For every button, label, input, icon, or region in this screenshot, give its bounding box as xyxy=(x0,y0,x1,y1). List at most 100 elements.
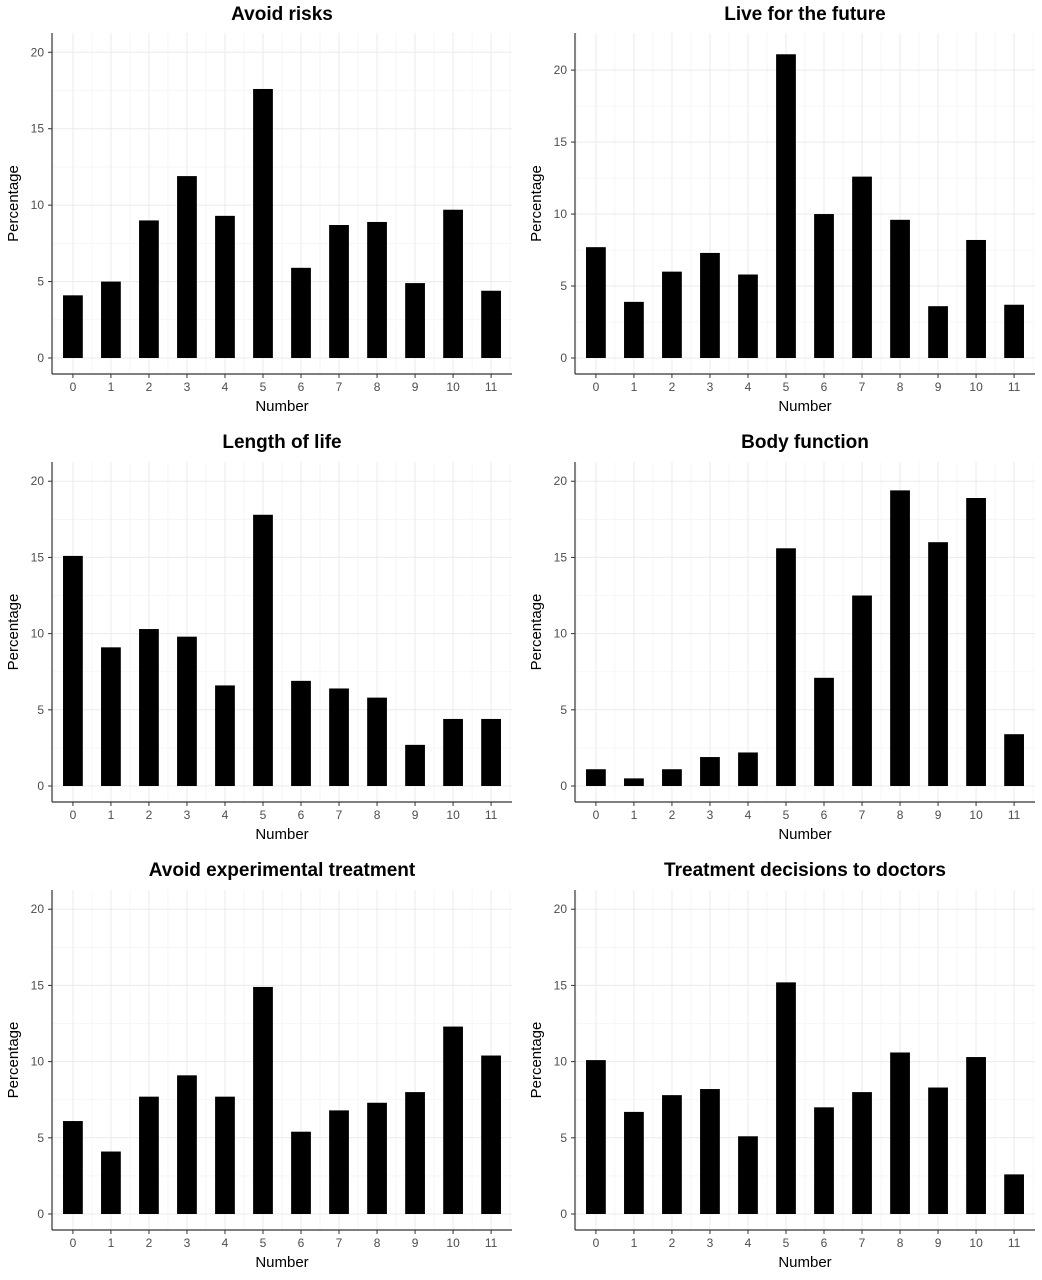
x-tick-label: 6 xyxy=(298,1236,305,1250)
bar-3 xyxy=(700,1089,720,1214)
bar-9 xyxy=(405,283,425,358)
bar-8 xyxy=(367,221,387,358)
bar-0 xyxy=(586,1060,606,1214)
x-tick-label: 2 xyxy=(146,380,153,394)
x-tick-label: 4 xyxy=(222,380,229,394)
x-tick-label: 11 xyxy=(485,808,498,822)
x-tick-label: 1 xyxy=(108,1236,115,1250)
bar-6 xyxy=(291,680,311,786)
bar-4 xyxy=(215,685,235,786)
x-axis-label: Number xyxy=(255,398,308,415)
chart-title: Live for the future xyxy=(724,4,886,25)
bar-2 xyxy=(139,220,159,358)
bar-11 xyxy=(1004,304,1024,358)
y-tick-label: 10 xyxy=(31,627,45,641)
x-tick-label: 2 xyxy=(146,808,153,822)
bar-1 xyxy=(101,647,121,786)
x-axis-label: Number xyxy=(255,1254,308,1271)
bar-3 xyxy=(700,252,720,358)
x-tick-label: 1 xyxy=(631,1236,638,1250)
y-tick-label: 5 xyxy=(37,275,44,289)
x-tick-label: 9 xyxy=(935,1236,942,1250)
x-tick-label: 5 xyxy=(783,808,790,822)
bar-11 xyxy=(481,290,501,358)
bar-0 xyxy=(63,555,83,786)
bar-10 xyxy=(443,209,463,358)
bar-3 xyxy=(177,1075,197,1214)
bar-2 xyxy=(139,629,159,786)
x-tick-label: 11 xyxy=(1008,380,1021,394)
x-tick-label: 11 xyxy=(1008,1236,1021,1250)
x-tick-label: 3 xyxy=(184,1236,191,1250)
x-tick-label: 1 xyxy=(631,808,638,822)
bar-10 xyxy=(443,718,463,786)
y-tick-label: 10 xyxy=(31,198,45,212)
y-tick-label: 20 xyxy=(31,45,45,59)
y-axis-label: Percentage xyxy=(5,594,22,671)
x-tick-label: 4 xyxy=(222,1236,229,1250)
x-tick-label: 3 xyxy=(707,380,714,394)
bar-1 xyxy=(624,778,644,786)
x-tick-label: 8 xyxy=(374,808,381,822)
x-tick-label: 7 xyxy=(336,380,343,394)
y-tick-label: 0 xyxy=(37,779,44,793)
x-tick-label: 2 xyxy=(669,808,676,822)
y-tick-label: 10 xyxy=(31,1055,45,1069)
x-tick-label: 8 xyxy=(374,380,381,394)
bar-9 xyxy=(928,542,948,786)
bar-9 xyxy=(405,744,425,786)
y-tick-label: 0 xyxy=(37,1207,44,1221)
x-axis-label: Number xyxy=(778,826,831,843)
y-tick-label: 20 xyxy=(554,63,568,77)
x-tick-label: 7 xyxy=(336,1236,343,1250)
bar-6 xyxy=(291,267,311,358)
bar-11 xyxy=(481,718,501,786)
y-axis-label: Percentage xyxy=(528,165,545,242)
x-tick-label: 8 xyxy=(897,380,904,394)
y-tick-label: 20 xyxy=(31,474,45,488)
y-tick-label: 15 xyxy=(31,978,45,992)
x-tick-label: 11 xyxy=(485,380,498,394)
x-tick-label: 4 xyxy=(745,808,752,822)
y-axis-label: Percentage xyxy=(528,594,545,671)
x-tick-label: 3 xyxy=(184,808,191,822)
bar-11 xyxy=(1004,734,1024,786)
x-tick-label: 8 xyxy=(374,1236,381,1250)
y-axis-label: Percentage xyxy=(528,1022,545,1099)
x-tick-label: 0 xyxy=(593,808,600,822)
bar-2 xyxy=(662,769,682,786)
bar-5 xyxy=(776,54,796,358)
x-tick-label: 9 xyxy=(412,380,419,394)
y-tick-label: 10 xyxy=(554,207,568,221)
bar-4 xyxy=(738,752,758,786)
x-axis-label: Number xyxy=(778,1254,831,1271)
x-tick-label: 6 xyxy=(821,380,828,394)
x-tick-label: 10 xyxy=(446,380,460,394)
bar-2 xyxy=(662,1095,682,1214)
x-tick-label: 10 xyxy=(446,808,460,822)
bar-10 xyxy=(443,1026,463,1214)
bar-7 xyxy=(329,225,349,358)
bar-9 xyxy=(928,306,948,358)
bar-1 xyxy=(624,301,644,358)
bar-5 xyxy=(253,88,273,358)
bar-7 xyxy=(329,1110,349,1214)
x-axis-label: Number xyxy=(778,398,831,415)
bar-8 xyxy=(890,490,910,786)
y-tick-label: 5 xyxy=(37,703,44,717)
x-tick-label: 0 xyxy=(593,1236,600,1250)
bar-9 xyxy=(928,1087,948,1214)
y-tick-label: 15 xyxy=(31,122,45,136)
x-tick-label: 6 xyxy=(298,380,305,394)
chart-panel-5: 0 5 10 15 20 0 1 2 3 4 5 6 7 8 9 10 11 Treatment decision… xyxy=(528,860,1035,1271)
chart-title: Body function xyxy=(741,432,869,453)
x-tick-label: 2 xyxy=(669,380,676,394)
y-tick-label: 10 xyxy=(554,1055,568,1069)
x-tick-label: 1 xyxy=(108,808,115,822)
y-tick-label: 5 xyxy=(560,703,567,717)
y-tick-label: 0 xyxy=(560,1207,567,1221)
bar-10 xyxy=(966,1057,986,1214)
x-tick-label: 1 xyxy=(108,380,115,394)
y-axis-label: Percentage xyxy=(5,1022,22,1099)
bar-3 xyxy=(177,176,197,358)
